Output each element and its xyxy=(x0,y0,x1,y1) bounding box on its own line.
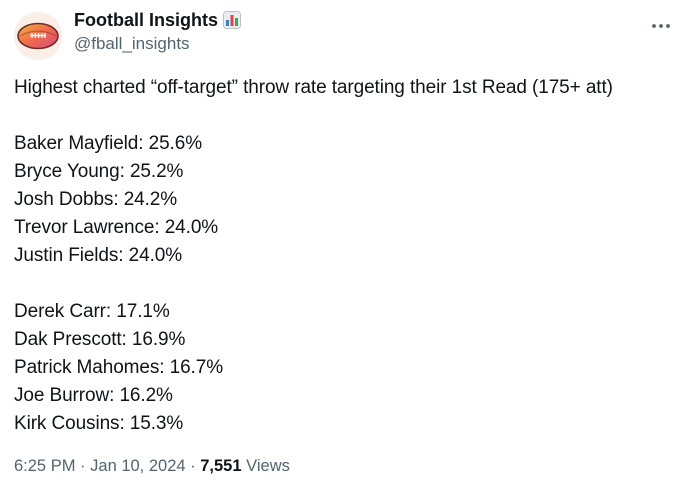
stat-line: Joe Burrow: 16.2% xyxy=(14,385,173,406)
views-count[interactable]: 7,551 xyxy=(200,457,242,475)
meta-separator: · xyxy=(190,457,196,475)
author-names: Football Insights @fball_insights xyxy=(74,8,241,55)
tweet-date[interactable]: Jan 10, 2024 xyxy=(90,457,186,475)
tweet-headline: Highest charted “off-target” throw rate … xyxy=(14,77,613,98)
more-options-icon xyxy=(652,24,670,28)
tweet-time[interactable]: 6:25 PM xyxy=(14,457,76,475)
author-handle[interactable]: @fball_insights xyxy=(74,34,190,53)
meta-separator: · xyxy=(80,457,86,475)
stat-line: Baker Mayfield: 25.6% xyxy=(14,133,202,154)
stat-line: Dak Prescott: 16.9% xyxy=(14,329,186,350)
stat-line: Bryce Young: 25.2% xyxy=(14,161,184,182)
football-icon xyxy=(14,12,62,60)
views-label: Views xyxy=(246,457,290,475)
stat-line: Josh Dobbs: 24.2% xyxy=(14,189,178,210)
stat-line: Trevor Lawrence: 24.0% xyxy=(14,217,219,238)
tweet-meta: 6:25 PM · Jan 10, 2024 · 7,551 Views xyxy=(14,454,290,478)
stat-line: Justin Fields: 24.0% xyxy=(14,245,183,266)
avatar[interactable] xyxy=(14,12,62,60)
stat-line: Derek Carr: 17.1% xyxy=(14,301,170,322)
more-options-button[interactable] xyxy=(648,16,674,36)
tweet-text: Highest charted “off-target” throw rate … xyxy=(14,74,680,438)
author-display-name[interactable]: Football Insights xyxy=(74,10,218,30)
bar-chart-emoji-icon xyxy=(223,11,241,29)
stat-line: Kirk Cousins: 15.3% xyxy=(14,413,184,434)
tweet-header: Football Insights @fball_insights xyxy=(14,6,676,62)
stat-line: Patrick Mahomes: 16.7% xyxy=(14,357,223,378)
